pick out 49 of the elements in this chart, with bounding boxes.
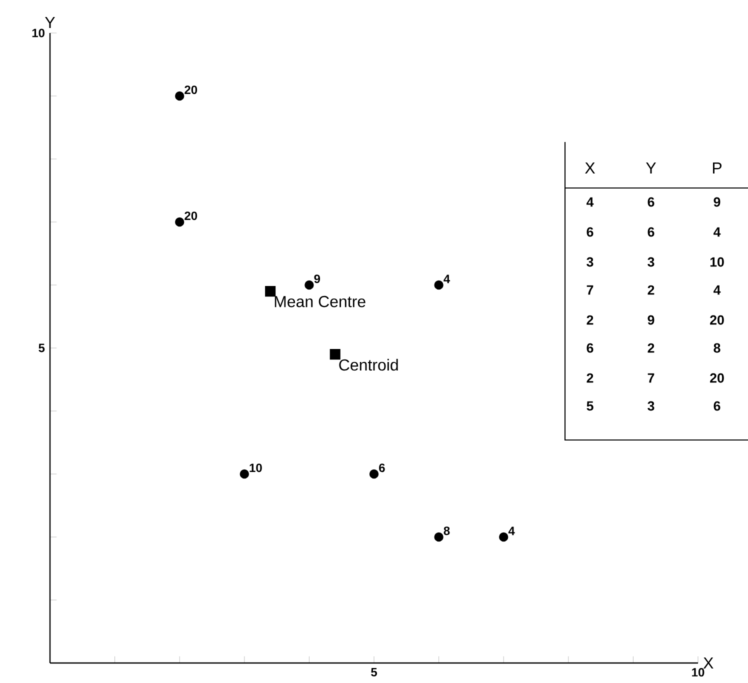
annotation: 3 (648, 257, 654, 267)
point (304, 280, 314, 290)
annotation: 6 (379, 464, 385, 472)
point (265, 286, 276, 297)
text: 4 (714, 285, 721, 295)
y-axis-title: Y (45, 16, 55, 28)
annotation: 7 (648, 373, 654, 383)
annotation: 10 (250, 464, 262, 472)
annotation: 9 (314, 274, 320, 284)
text: 10 (710, 257, 724, 267)
annotation: 20 (184, 86, 198, 94)
annotation: 8 (444, 526, 450, 536)
annotation: 20 (184, 212, 198, 220)
point (175, 217, 184, 227)
annotation: 4 (586, 197, 594, 207)
series-label: Centroid (339, 358, 398, 371)
text: P (712, 162, 722, 174)
annotation: 5 (586, 401, 594, 411)
annotation: 2 (648, 285, 654, 295)
annotation: 3 (648, 401, 654, 411)
annotation: 6 (586, 343, 594, 353)
annotation: 2 (648, 343, 654, 353)
point (175, 91, 184, 101)
series-label: Mean Centre (274, 296, 366, 308)
point (240, 469, 250, 479)
annotation: 7 (586, 285, 594, 295)
point (499, 532, 508, 542)
annotation: 6 (648, 227, 654, 237)
annotation: 6 (586, 227, 594, 237)
text: 9 (714, 197, 720, 207)
annotation: 3 (586, 257, 594, 267)
annotation: 2 (586, 315, 594, 325)
annotation: Y (646, 162, 656, 174)
annotation: 4 (508, 526, 515, 536)
annotation: 9 (648, 315, 654, 325)
x-axis-title: X (703, 658, 714, 669)
text: 4 (714, 227, 721, 237)
point (369, 469, 379, 479)
annotation: 4 (444, 274, 450, 284)
text: 8 (714, 343, 720, 353)
point (434, 280, 444, 290)
point (434, 532, 444, 542)
annotation: 6 (648, 197, 654, 207)
point (330, 349, 340, 360)
annotation: 2 (586, 373, 594, 383)
annotation: X (585, 162, 595, 174)
text: 20 (710, 373, 724, 383)
text: 20 (710, 315, 724, 325)
text: 6 (714, 401, 720, 411)
